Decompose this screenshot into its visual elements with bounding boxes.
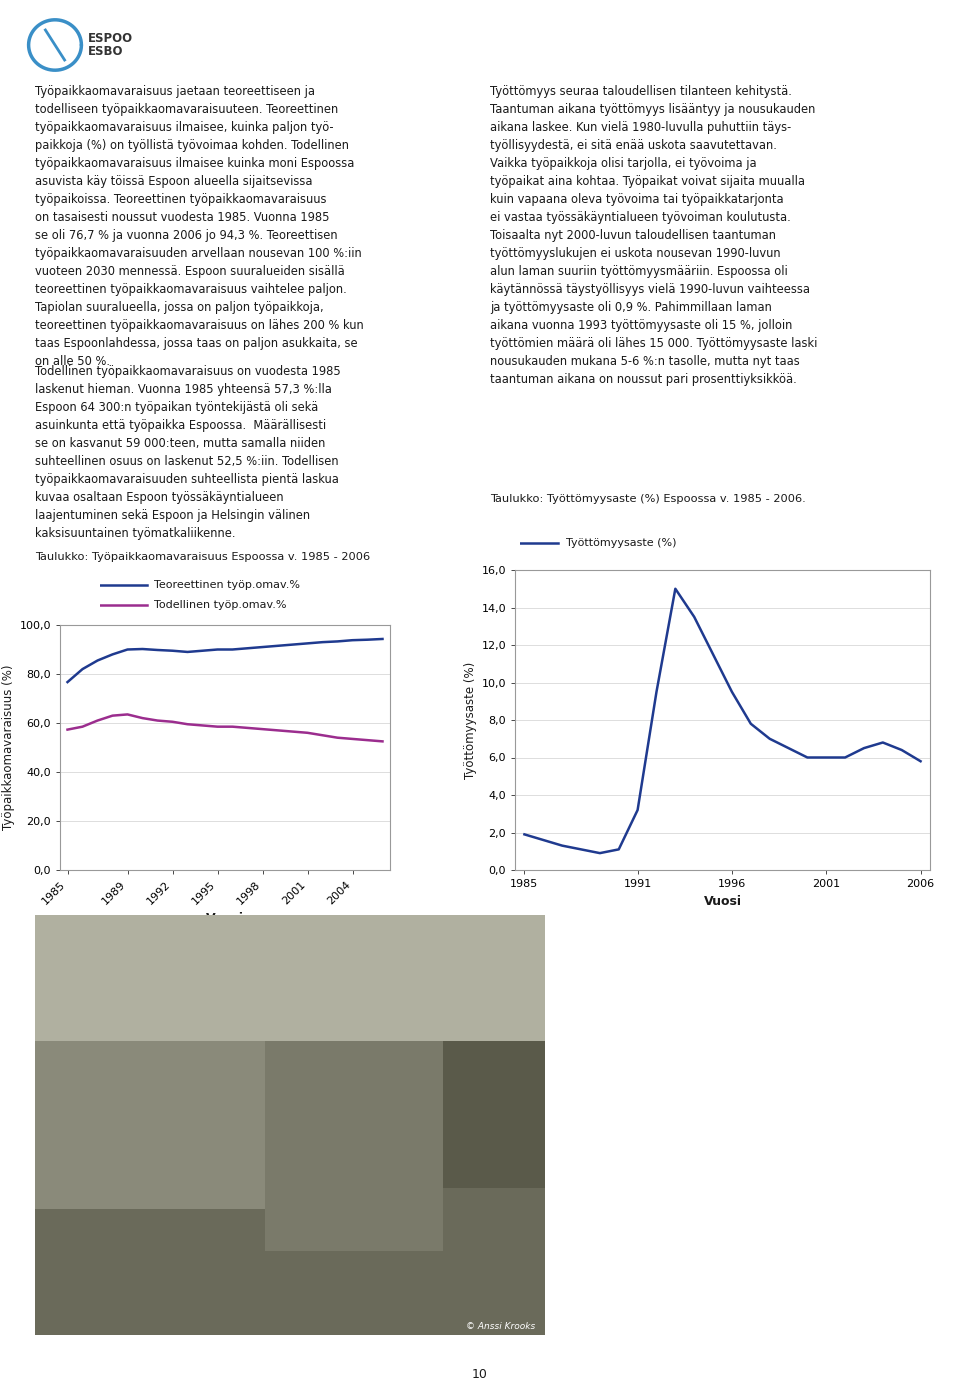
Text: Taulukko: Työpaikkaomavaraisuus Espoossa v. 1985 - 2006: Taulukko: Työpaikkaomavaraisuus Espoossa…: [35, 553, 371, 562]
X-axis label: Vuosi: Vuosi: [206, 912, 244, 925]
Text: Työpaikkaomavaraisuus jaetaan teoreettiseen ja
todelliseen työpaikkaomavaraisuut: Työpaikkaomavaraisuus jaetaan teoreettis…: [35, 85, 364, 368]
Text: Taulukko: Työttömyysaste (%) Espoossa v. 1985 - 2006.: Taulukko: Työttömyysaste (%) Espoossa v.…: [490, 494, 805, 504]
Text: ESBO: ESBO: [87, 45, 123, 59]
Text: Todellinen työp.omav.%: Todellinen työp.omav.%: [154, 600, 286, 610]
X-axis label: Vuosi: Vuosi: [704, 894, 741, 908]
Bar: [35, 915, 265, 1209]
Bar: [35, 915, 545, 1041]
Text: 10: 10: [472, 1368, 488, 1381]
Bar: [265, 915, 443, 1251]
Text: © Anssi Krooks: © Anssi Krooks: [466, 1322, 535, 1330]
Bar: [443, 915, 545, 1188]
Text: ESPOO: ESPOO: [87, 32, 132, 45]
Y-axis label: Työpaikkaomavaraisuus (%): Työpaikkaomavaraisuus (%): [2, 665, 15, 830]
Y-axis label: Työttömyysaste (%): Työttömyysaste (%): [465, 662, 477, 779]
Text: Työttömyysaste (%): Työttömyysaste (%): [565, 537, 676, 547]
Text: Todellinen työpaikkaomavaraisuus on vuodesta 1985
laskenut hieman. Vuonna 1985 y: Todellinen työpaikkaomavaraisuus on vuod…: [35, 365, 341, 540]
Text: Teoreettinen työp.omav.%: Teoreettinen työp.omav.%: [154, 581, 300, 590]
Text: Työttömyys seuraa taloudellisen tilanteen kehitystä.
Taantuman aikana työttömyys: Työttömyys seuraa taloudellisen tilantee…: [490, 85, 817, 386]
